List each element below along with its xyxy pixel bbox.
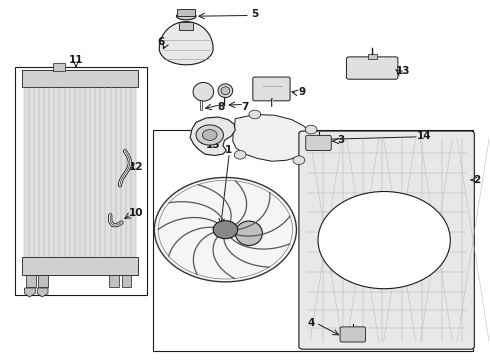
Bar: [53, 63, 65, 71]
Ellipse shape: [236, 221, 263, 246]
Text: 11: 11: [69, 55, 83, 66]
Bar: [24, 86, 136, 257]
Bar: [109, 275, 119, 287]
Text: 6: 6: [157, 37, 164, 48]
Circle shape: [202, 130, 217, 140]
Bar: [122, 275, 131, 287]
Bar: [22, 70, 138, 87]
Polygon shape: [233, 114, 313, 161]
Ellipse shape: [176, 13, 196, 20]
Text: 9: 9: [299, 87, 306, 97]
Polygon shape: [37, 288, 48, 297]
Bar: [26, 275, 36, 287]
Text: 10: 10: [129, 208, 144, 218]
Text: 15: 15: [206, 140, 220, 150]
Ellipse shape: [218, 84, 233, 98]
Bar: [368, 54, 377, 59]
Circle shape: [318, 192, 450, 289]
Circle shape: [154, 177, 296, 282]
Ellipse shape: [221, 87, 230, 95]
Ellipse shape: [193, 82, 214, 101]
Text: 14: 14: [416, 131, 431, 141]
Circle shape: [305, 125, 317, 134]
Text: 3: 3: [337, 135, 344, 145]
Text: 8: 8: [218, 102, 225, 112]
Circle shape: [213, 221, 238, 239]
Bar: [153, 130, 473, 351]
Polygon shape: [190, 117, 235, 156]
FancyBboxPatch shape: [346, 57, 398, 79]
Text: 2: 2: [473, 175, 480, 185]
Text: 7: 7: [241, 102, 249, 112]
Text: 12: 12: [129, 162, 144, 172]
Bar: [15, 67, 147, 295]
Circle shape: [234, 150, 246, 159]
Text: 13: 13: [395, 66, 410, 76]
Text: 5: 5: [251, 9, 258, 19]
Circle shape: [196, 125, 223, 145]
Bar: [22, 257, 138, 275]
Circle shape: [293, 156, 305, 165]
Bar: [179, 22, 193, 30]
FancyBboxPatch shape: [299, 131, 474, 349]
FancyBboxPatch shape: [340, 327, 366, 342]
Text: 4: 4: [307, 318, 315, 328]
Text: 1: 1: [225, 145, 232, 156]
FancyBboxPatch shape: [306, 135, 331, 150]
Polygon shape: [24, 288, 35, 297]
Bar: [38, 275, 48, 287]
Bar: [177, 9, 195, 16]
FancyBboxPatch shape: [253, 77, 290, 101]
Polygon shape: [159, 22, 213, 65]
Circle shape: [249, 110, 261, 119]
